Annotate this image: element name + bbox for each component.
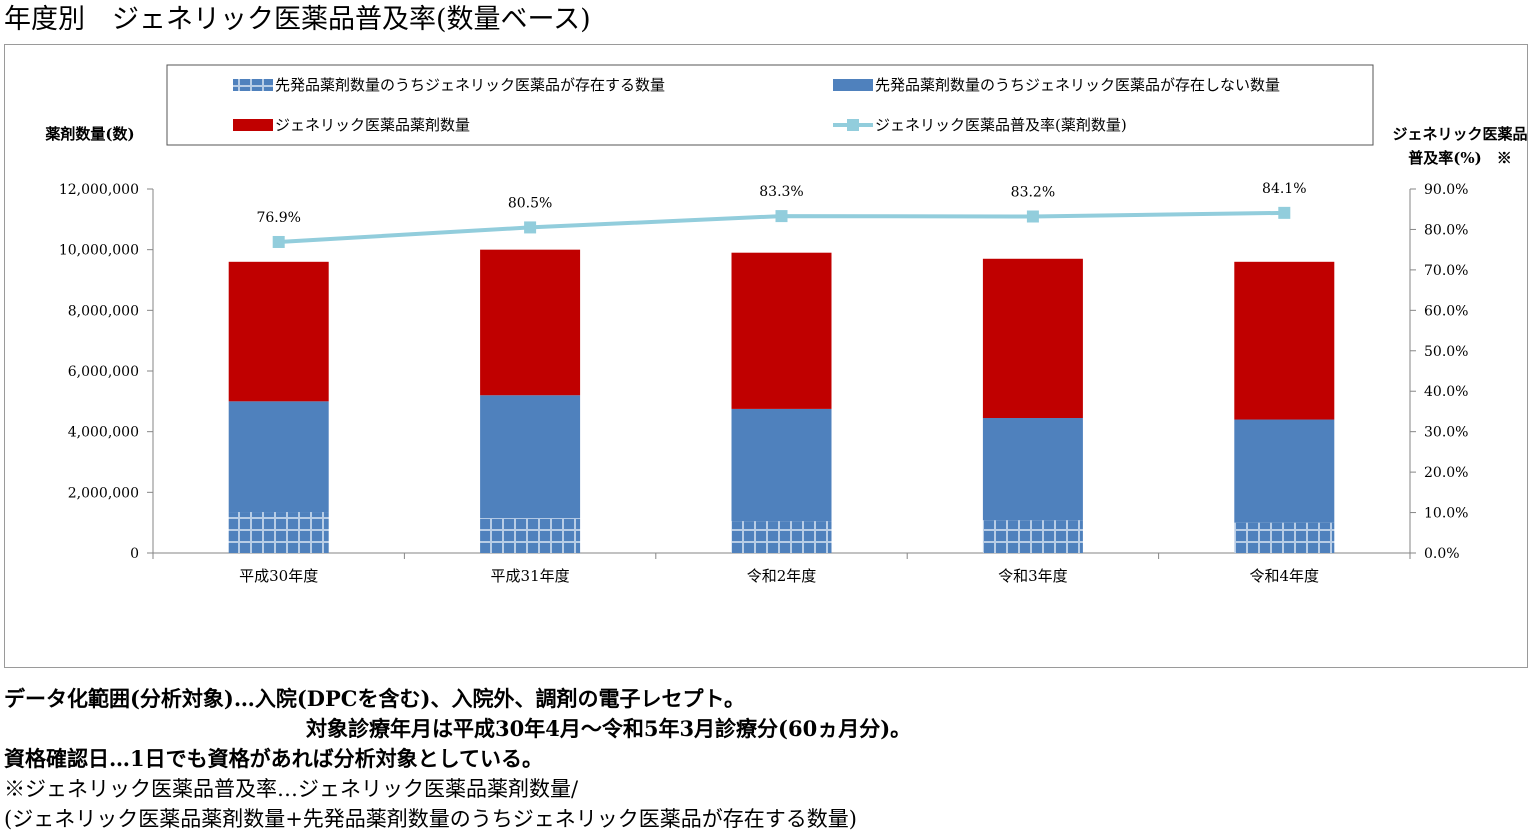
note-line-2: 対象診療年月は平成30年4月～令和5年3月診療分(60ヵ月分)。 bbox=[306, 716, 912, 741]
x-tick-label: 令和2年度 bbox=[747, 567, 817, 585]
y-tick-label-left: 6,000,000 bbox=[68, 364, 139, 380]
rate-point bbox=[775, 210, 788, 223]
legend: 先発品薬剤数量のうちジェネリック医薬品が存在する数量 先発品薬剤数量のうちジェネリ… bbox=[233, 76, 1280, 134]
rate-point bbox=[1026, 210, 1039, 223]
notes: データ化範囲(分析対象)…入院(DPCを含む)、入院外、調剤の電子レセプト。 対… bbox=[4, 684, 911, 834]
y-tick-label-right: 40.0% bbox=[1424, 384, 1468, 400]
bar-segment-3 bbox=[1234, 261, 1335, 420]
y-tick-label-right: 60.0% bbox=[1424, 303, 1468, 319]
y-tick-label-right: 90.0% bbox=[1424, 182, 1468, 198]
legend-label-2: 先発品薬剤数量のうちジェネリック医薬品が存在しない数量 bbox=[875, 76, 1280, 94]
rate-data-label: 83.3% bbox=[759, 184, 803, 200]
legend-swatch-3 bbox=[233, 119, 273, 131]
bar-segment-3 bbox=[982, 258, 1083, 419]
chart-frame: 先発品薬剤数量のうちジェネリック医薬品が存在する数量 先発品薬剤数量のうちジェネリ… bbox=[4, 44, 1528, 668]
legend-swatch-2 bbox=[833, 79, 873, 91]
y-tick-label-left: 2,000,000 bbox=[68, 485, 139, 501]
rate-data-label: 83.2% bbox=[1011, 185, 1055, 201]
y-tick-label-right: 50.0% bbox=[1424, 344, 1468, 360]
y-tick-label-left: 8,000,000 bbox=[68, 303, 139, 319]
rate-line: 76.9% 80.5% 83.3% 83.2% 84.1% bbox=[256, 181, 1307, 248]
rate-point bbox=[1278, 206, 1291, 219]
bar-segment-2 bbox=[228, 401, 329, 513]
legend-label-1: 先発品薬剤数量のうちジェネリック医薬品が存在する数量 bbox=[275, 76, 665, 94]
rate-data-label: 76.9% bbox=[256, 210, 300, 226]
bars bbox=[228, 249, 1335, 553]
y-tick-label-left: 0 bbox=[130, 546, 139, 562]
rate-data-label: 80.5% bbox=[508, 195, 552, 211]
bar-segment-3 bbox=[731, 252, 832, 409]
bar-segment-1 bbox=[982, 520, 1083, 553]
legend-box bbox=[166, 64, 1374, 146]
bar-segment-2 bbox=[982, 418, 1083, 521]
note-line-1: データ化範囲(分析対象)…入院(DPCを含む)、入院外、調剤の電子レセプト。 bbox=[4, 686, 746, 711]
note-line-4: ※ジェネリック医薬品普及率…ジェネリック医薬品薬剤数量/ bbox=[4, 777, 579, 801]
bar-segment-1 bbox=[228, 512, 329, 553]
x-tick-label: 平成31年度 bbox=[491, 567, 570, 585]
x-tick-label: 平成30年度 bbox=[239, 567, 318, 585]
y-axis-label-right-line2: 普及率(%) ※ bbox=[1408, 149, 1511, 167]
y-tick-label-right: 70.0% bbox=[1424, 263, 1468, 279]
y-axis-label: 薬剤数量(数) bbox=[44, 125, 134, 143]
bar-segment-2 bbox=[731, 408, 832, 522]
y-tick-label-left: 10,000,000 bbox=[59, 243, 139, 259]
y-tick-label-right: 10.0% bbox=[1424, 506, 1468, 522]
rate-point bbox=[524, 221, 537, 234]
bar-segment-1 bbox=[480, 518, 581, 553]
bar-segment-2 bbox=[1234, 419, 1335, 523]
x-tick-label: 令和4年度 bbox=[1250, 567, 1320, 585]
y-tick-label-right: 20.0% bbox=[1424, 465, 1468, 481]
chart: 先発品薬剤数量のうちジェネリック医薬品が存在する数量 先発品薬剤数量のうちジェネリ… bbox=[44, 64, 1527, 585]
bar-segment-1 bbox=[731, 521, 832, 553]
legend-marker bbox=[847, 119, 859, 131]
rate-point bbox=[272, 235, 285, 248]
legend-label-3: ジェネリック医薬品薬剤数量 bbox=[275, 116, 470, 134]
page-title: 年度別 ジェネリック医薬品普及率(数量ベース) bbox=[4, 4, 591, 35]
bar-segment-3 bbox=[480, 249, 581, 396]
note-line-3: 資格確認日…1日でも資格があれば分析対象としている。 bbox=[4, 746, 543, 771]
bar-segment-1 bbox=[1234, 522, 1335, 553]
note-line-5: (ジェネリック医薬品薬剤数量+先発品薬剤数量のうちジェネリック医薬品が存在する数… bbox=[4, 807, 857, 831]
bar-segment-3 bbox=[228, 261, 329, 402]
y-tick-label-right: 0.0% bbox=[1424, 546, 1460, 562]
rate-data-label: 84.1% bbox=[1262, 181, 1306, 197]
y-tick-label-left: 4,000,000 bbox=[68, 425, 139, 441]
y-tick-label-right: 80.0% bbox=[1424, 222, 1468, 238]
y-tick-label-right: 30.0% bbox=[1424, 425, 1468, 441]
x-tick-label: 令和3年度 bbox=[998, 567, 1068, 585]
y-tick-label-left: 12,000,000 bbox=[59, 182, 139, 198]
y-axis-label-right-line1: ジェネリック医薬品 bbox=[1392, 125, 1527, 143]
legend-swatch-1 bbox=[233, 79, 273, 91]
legend-label-4: ジェネリック医薬品普及率(薬剤数量) bbox=[875, 116, 1127, 134]
bar-segment-2 bbox=[480, 395, 581, 519]
axes: 0 2,000,000 4,000,000 6,000,000 8,000,000 10,… bbox=[59, 182, 1469, 585]
